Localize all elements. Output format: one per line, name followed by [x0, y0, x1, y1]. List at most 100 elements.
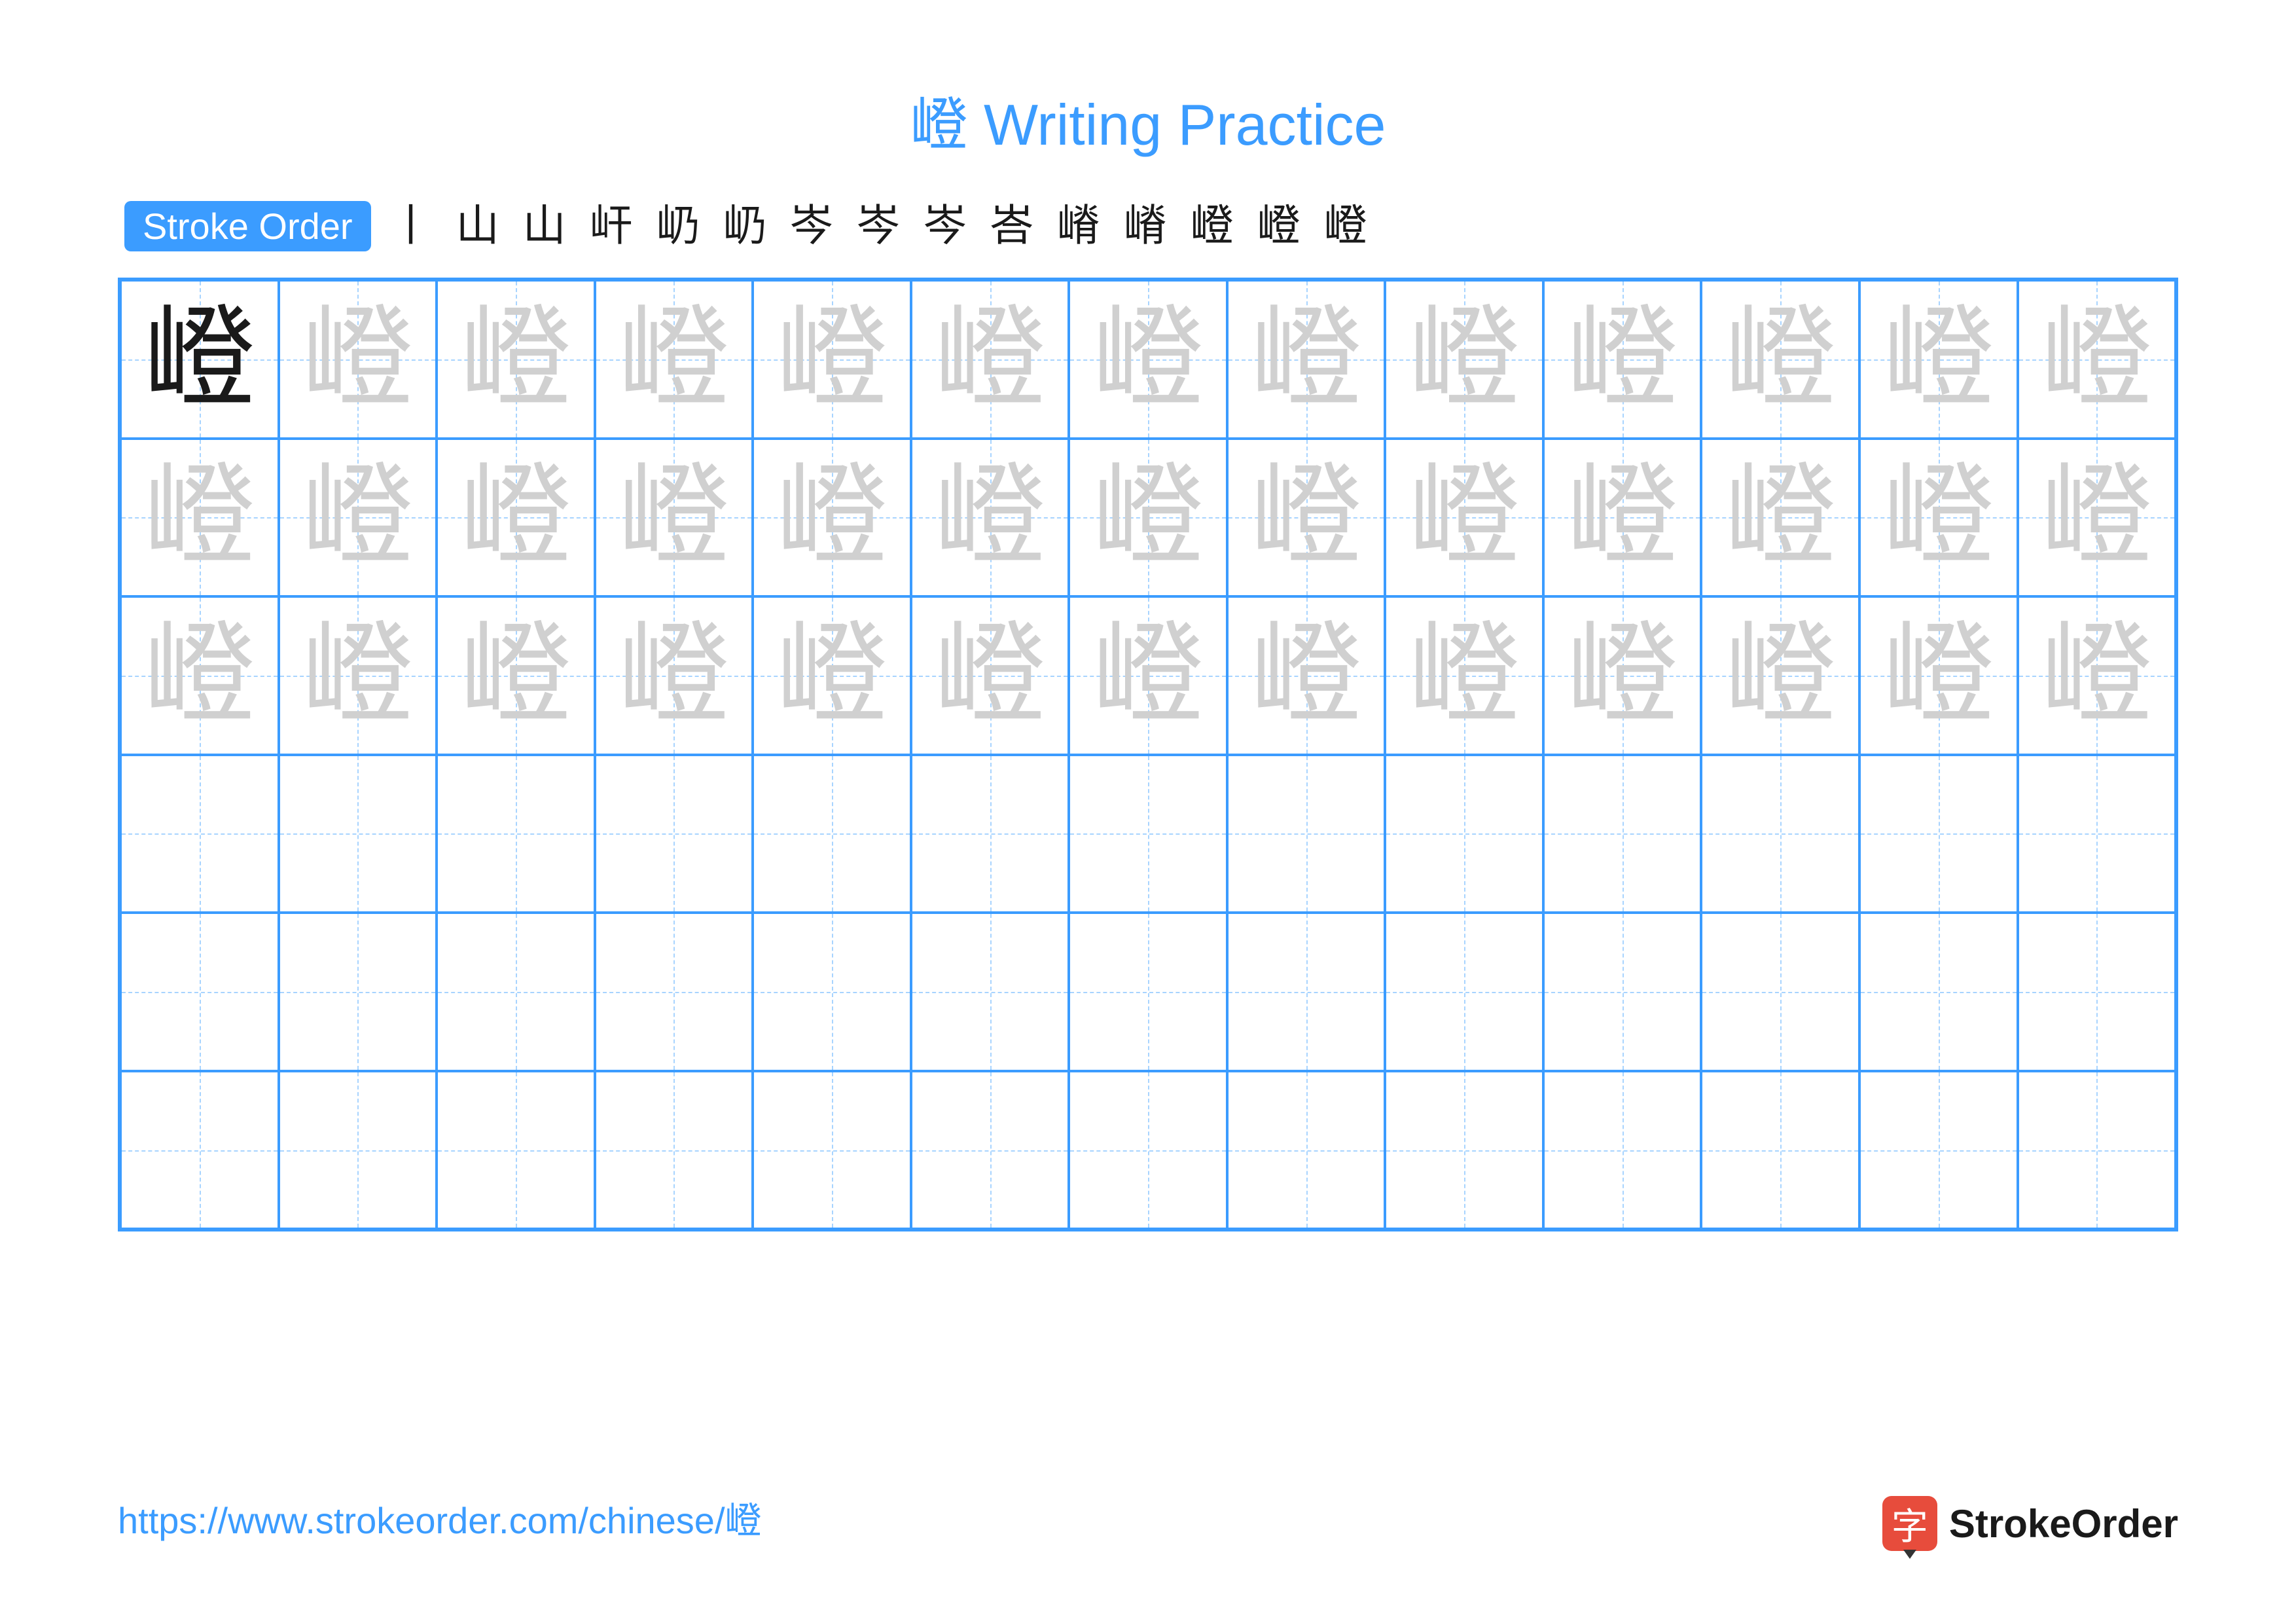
stroke-order-steps: 丨⼭山屽屷屷岑岑岑峇嵴嵴嶝嶝嶝: [389, 205, 1367, 248]
practice-char-ghost: 嶝: [1725, 620, 1836, 731]
grid-cell: 嶝: [595, 439, 753, 597]
grid-cell: [595, 1071, 753, 1230]
grid-cell: [120, 913, 279, 1071]
practice-char-ghost: 嶝: [144, 462, 255, 573]
grid-cell: [1543, 913, 1702, 1071]
grid-cell: 嶝: [1701, 596, 1859, 755]
grid-cell: 嶝: [1543, 439, 1702, 597]
stroke-step-6: 屷: [723, 205, 766, 248]
stroke-step-2: ⼭: [456, 205, 499, 248]
grid-cell: 嶝: [1859, 439, 2018, 597]
grid-cell: [2018, 913, 2176, 1071]
practice-char-ghost: 嶝: [1883, 304, 1994, 415]
practice-char-ghost: 嶝: [1883, 620, 1994, 731]
practice-char-ghost: 嶝: [618, 620, 729, 731]
grid-cell: 嶝: [753, 439, 911, 597]
grid-cell: 嶝: [1543, 596, 1702, 755]
grid-row: [120, 1071, 2176, 1230]
grid-cell: 嶝: [2018, 596, 2176, 755]
grid-cell: 嶝: [1701, 280, 1859, 439]
grid-cell: 嶝: [120, 280, 279, 439]
grid-cell: [753, 913, 911, 1071]
grid-cell: [1543, 755, 1702, 913]
grid-cell: 嶝: [1385, 596, 1543, 755]
grid-cell: [279, 1071, 437, 1230]
grid-cell: [911, 755, 1069, 913]
stroke-step-3: 山: [523, 205, 566, 248]
grid-cell: 嶝: [437, 280, 595, 439]
practice-char-ghost: 嶝: [1251, 304, 1362, 415]
stroke-step-15: 嶝: [1324, 205, 1367, 248]
grid-cell: [437, 913, 595, 1071]
grid-cell: [1385, 1071, 1543, 1230]
grid-cell: 嶝: [1227, 439, 1386, 597]
grid-row: 嶝嶝嶝嶝嶝嶝嶝嶝嶝嶝嶝嶝嶝: [120, 439, 2176, 597]
practice-char-solid: 嶝: [144, 304, 255, 415]
stroke-order-row: Stroke Order 丨⼭山屽屷屷岑岑岑峇嵴嵴嶝嶝嶝: [118, 201, 2178, 251]
grid-cell: 嶝: [911, 439, 1069, 597]
source-url: https://www.strokeorder.com/chinese/嶝: [118, 1491, 762, 1544]
grid-cell: [1701, 755, 1859, 913]
stroke-step-9: 岑: [924, 205, 967, 248]
practice-char-ghost: 嶝: [1567, 620, 1678, 731]
stroke-step-4: 屽: [590, 205, 633, 248]
grid-cell: [437, 1071, 595, 1230]
practice-char-ghost: 嶝: [935, 462, 1046, 573]
grid-cell: [1859, 913, 2018, 1071]
grid-cell: 嶝: [2018, 439, 2176, 597]
practice-char-ghost: 嶝: [460, 304, 571, 415]
grid-cell: 嶝: [911, 596, 1069, 755]
practice-char-ghost: 嶝: [776, 620, 888, 731]
stroke-step-13: 嶝: [1191, 205, 1234, 248]
grid-cell: 嶝: [1859, 596, 2018, 755]
stroke-step-5: 屷: [656, 205, 700, 248]
practice-char-ghost: 嶝: [2041, 462, 2152, 573]
grid-cell: [1859, 755, 2018, 913]
grid-cell: 嶝: [1859, 280, 2018, 439]
grid-cell: 嶝: [1069, 439, 1227, 597]
grid-cell: [1385, 755, 1543, 913]
practice-char-ghost: 嶝: [1567, 304, 1678, 415]
grid-cell: 嶝: [120, 596, 279, 755]
grid-cell: [595, 755, 753, 913]
practice-char-ghost: 嶝: [776, 304, 888, 415]
practice-char-ghost: 嶝: [302, 304, 413, 415]
practice-char-ghost: 嶝: [1408, 620, 1520, 731]
brand-icon: 字: [1882, 1496, 1937, 1551]
stroke-step-12: 嵴: [1124, 205, 1167, 248]
grid-cell: [1227, 1071, 1386, 1230]
grid-row: [120, 755, 2176, 913]
practice-char-ghost: 嶝: [935, 304, 1046, 415]
grid-cell: 嶝: [753, 280, 911, 439]
practice-char-ghost: 嶝: [2041, 304, 2152, 415]
grid-cell: 嶝: [911, 280, 1069, 439]
practice-char-ghost: 嶝: [2041, 620, 2152, 731]
grid-cell: [2018, 1071, 2176, 1230]
stroke-step-7: 岑: [790, 205, 833, 248]
grid-cell: 嶝: [279, 596, 437, 755]
grid-cell: [1069, 755, 1227, 913]
grid-cell: [437, 755, 595, 913]
practice-char-ghost: 嶝: [935, 620, 1046, 731]
stroke-step-8: 岑: [857, 205, 900, 248]
grid-cell: 嶝: [279, 439, 437, 597]
grid-cell: [1859, 1071, 2018, 1230]
grid-cell: [279, 755, 437, 913]
grid-cell: 嶝: [1227, 280, 1386, 439]
grid-cell: 嶝: [1543, 280, 1702, 439]
grid-cell: [1227, 913, 1386, 1071]
stroke-order-badge: Stroke Order: [124, 201, 371, 251]
brand-text: StrokeOrder: [1949, 1501, 2178, 1546]
practice-char-ghost: 嶝: [1725, 304, 1836, 415]
grid-cell: [753, 1071, 911, 1230]
practice-char-ghost: 嶝: [1251, 620, 1362, 731]
grid-cell: 嶝: [1069, 280, 1227, 439]
grid-cell: 嶝: [1701, 439, 1859, 597]
practice-char-ghost: 嶝: [618, 462, 729, 573]
practice-char-ghost: 嶝: [1725, 462, 1836, 573]
grid-cell: [279, 913, 437, 1071]
practice-char-ghost: 嶝: [776, 462, 888, 573]
practice-char-ghost: 嶝: [1092, 304, 1204, 415]
grid-cell: 嶝: [595, 280, 753, 439]
grid-cell: 嶝: [753, 596, 911, 755]
